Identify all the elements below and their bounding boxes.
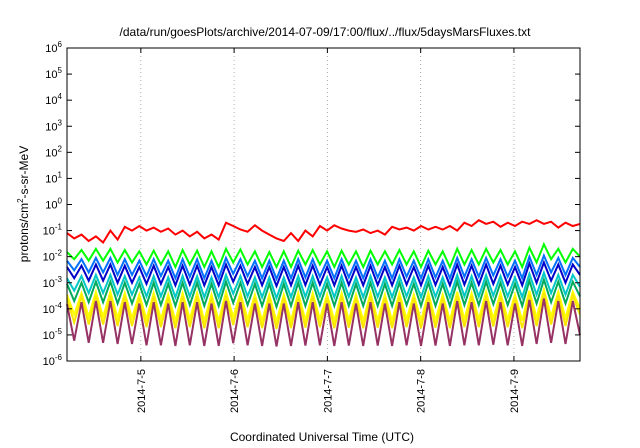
plot-frame <box>66 47 581 362</box>
series-line-2 <box>66 241 581 270</box>
grid-lines <box>140 48 515 361</box>
y-axis-label-sup: 2 <box>16 198 25 203</box>
y-tick-label: 10-1 <box>43 223 63 238</box>
y-tick-label: 10-3 <box>43 275 63 290</box>
series-line-4 <box>66 259 581 289</box>
series-line-9 <box>66 298 581 347</box>
x-axis-label: Coordinated Universal Time (UTC) <box>230 430 414 444</box>
x-tick-label: 2014-7-7 <box>322 369 334 413</box>
series-line-6 <box>66 276 581 311</box>
y-tick-label: 103 <box>45 118 62 133</box>
y-tick-label: 100 <box>45 197 62 212</box>
y-axis-label: protons/cm2-s-sr-MeV <box>16 146 31 262</box>
y-tick-label: 102 <box>45 144 62 159</box>
y-tick-label: 10-2 <box>43 249 63 264</box>
x-ticks: 2014-7-5 2014-7-6 2014-7-7 2014-7-8 2014-7-9 <box>136 48 521 413</box>
chart-title: /data/run/goesPlots/archive/2014-07-09/1… <box>120 25 532 39</box>
y-tick-label: 10-4 <box>43 301 63 316</box>
series-line-1 <box>66 219 581 245</box>
x-tick-label: 2014-7-8 <box>416 369 428 413</box>
series-line-5 <box>66 269 581 302</box>
x-tick-label: 2014-7-6 <box>229 369 241 413</box>
y-tick-label: 10-6 <box>43 353 63 368</box>
y-axis-label-rest: -s-sr-MeV <box>17 146 31 199</box>
y-tick-label: 105 <box>45 66 62 81</box>
x-tick-label: 2014-7-9 <box>509 369 521 413</box>
y-axis-label-base: protons/cm <box>17 203 31 262</box>
series-line-8 <box>66 292 581 330</box>
series-layer <box>66 219 581 347</box>
y-tick-label: 104 <box>45 92 62 107</box>
y-ticks: 10-6 10-5 10-4 10-3 10-2 10-1 100 101 102 103 104 1… <box>43 40 580 368</box>
y-tick-label: 101 <box>45 170 62 185</box>
x-tick-label: 2014-7-5 <box>136 369 148 413</box>
y-tick-label: 106 <box>45 40 62 55</box>
series-line-3 <box>66 252 581 282</box>
y-tick-label: 10-5 <box>43 327 63 342</box>
